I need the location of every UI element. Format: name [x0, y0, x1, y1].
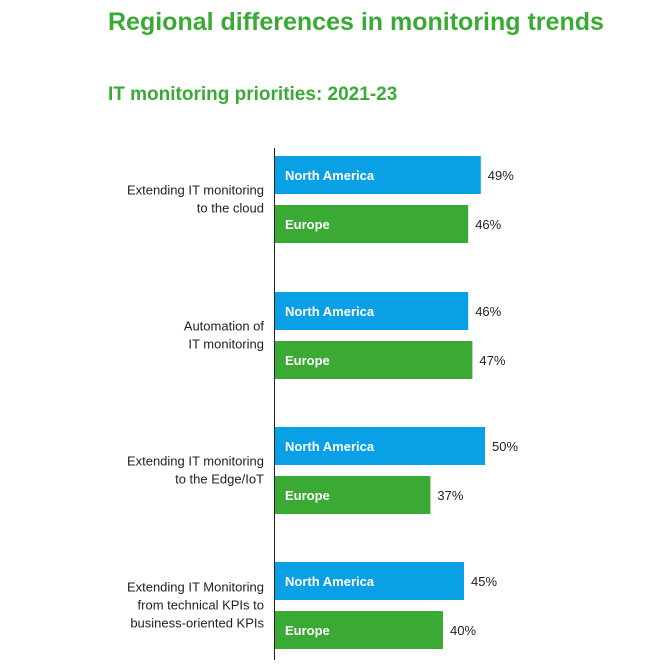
bar-series-label: Europe [285, 217, 330, 232]
data-label: 50% [492, 439, 518, 454]
data-label: 46% [475, 304, 501, 319]
data-label: 47% [479, 353, 505, 368]
bar-europe [275, 611, 443, 649]
bar-north-america [275, 292, 469, 330]
bar-europe [275, 341, 473, 379]
category-label-line: Extending IT Monitoring [127, 580, 264, 595]
data-label: 45% [471, 574, 497, 589]
category-label-line: to the Edge/IoT [175, 472, 264, 487]
category-label: Extending IT Monitoring from technical KP… [127, 580, 265, 631]
chart-title: Regional differences in monitoring trend… [108, 8, 604, 36]
bar-north-america [275, 562, 464, 600]
bars-layer: Extending IT monitoring to the cloud North… [127, 156, 518, 649]
bar-series-label: Europe [285, 623, 330, 638]
category-label: Extending IT monitoring to the Edge/IoT [127, 454, 264, 487]
category-label-line: business-oriented KPIs [130, 616, 264, 631]
chart-subtitle: IT monitoring priorities: 2021-23 [108, 84, 398, 105]
data-label: 37% [437, 488, 463, 503]
category-label-line: Extending IT monitoring [127, 454, 264, 469]
data-label: 40% [450, 623, 476, 638]
category-label: Extending IT monitoring to the cloud [127, 183, 264, 216]
bar-europe [275, 476, 431, 514]
data-label: 49% [488, 168, 514, 183]
category-label-line: IT monitoring [188, 337, 264, 352]
bar-series-label: North America [285, 168, 375, 183]
bar-series-label: North America [285, 304, 375, 319]
category-label-line: to the cloud [197, 201, 264, 216]
data-label: 46% [475, 217, 501, 232]
bar-north-america [275, 156, 481, 194]
bar-series-label: Europe [285, 353, 330, 368]
category-label-line: Automation of [184, 319, 265, 334]
category-label: Automation of IT monitoring [184, 319, 265, 352]
bar-series-label: Europe [285, 488, 330, 503]
bar-north-america [275, 427, 485, 465]
bar-europe [275, 205, 469, 243]
category-label-line: Extending IT monitoring [127, 183, 264, 198]
bar-series-label: North America [285, 439, 375, 454]
category-label-line: from technical KPIs to [138, 598, 264, 613]
bar-series-label: North America [285, 574, 375, 589]
